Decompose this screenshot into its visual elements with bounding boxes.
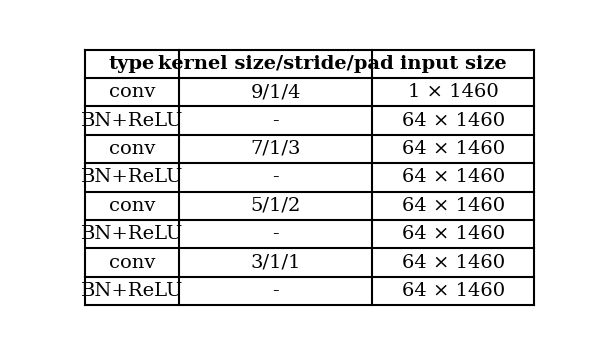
Text: conv: conv xyxy=(109,254,155,272)
Text: 64 × 1460: 64 × 1460 xyxy=(402,197,505,215)
Text: 9/1/4: 9/1/4 xyxy=(251,83,301,101)
Text: conv: conv xyxy=(109,140,155,158)
Text: 64 × 1460: 64 × 1460 xyxy=(402,225,505,243)
Text: 1 × 1460: 1 × 1460 xyxy=(408,83,499,101)
Text: conv: conv xyxy=(109,197,155,215)
Text: type: type xyxy=(109,55,155,73)
Text: -: - xyxy=(272,169,279,186)
Text: -: - xyxy=(272,225,279,243)
Text: 64 × 1460: 64 × 1460 xyxy=(402,169,505,186)
Text: BN+ReLU: BN+ReLU xyxy=(81,225,183,243)
Text: kernel size/stride/pad: kernel size/stride/pad xyxy=(158,55,394,73)
Text: input size: input size xyxy=(400,55,507,73)
Text: 5/1/2: 5/1/2 xyxy=(251,197,301,215)
Text: 64 × 1460: 64 × 1460 xyxy=(402,140,505,158)
Text: 7/1/3: 7/1/3 xyxy=(251,140,301,158)
Text: -: - xyxy=(272,111,279,129)
Text: 64 × 1460: 64 × 1460 xyxy=(402,111,505,129)
Text: BN+ReLU: BN+ReLU xyxy=(81,111,183,129)
Text: -: - xyxy=(272,282,279,300)
Text: 3/1/1: 3/1/1 xyxy=(251,254,301,272)
Text: 64 × 1460: 64 × 1460 xyxy=(402,282,505,300)
Text: conv: conv xyxy=(109,83,155,101)
Text: BN+ReLU: BN+ReLU xyxy=(81,169,183,186)
Text: 64 × 1460: 64 × 1460 xyxy=(402,254,505,272)
Text: BN+ReLU: BN+ReLU xyxy=(81,282,183,300)
